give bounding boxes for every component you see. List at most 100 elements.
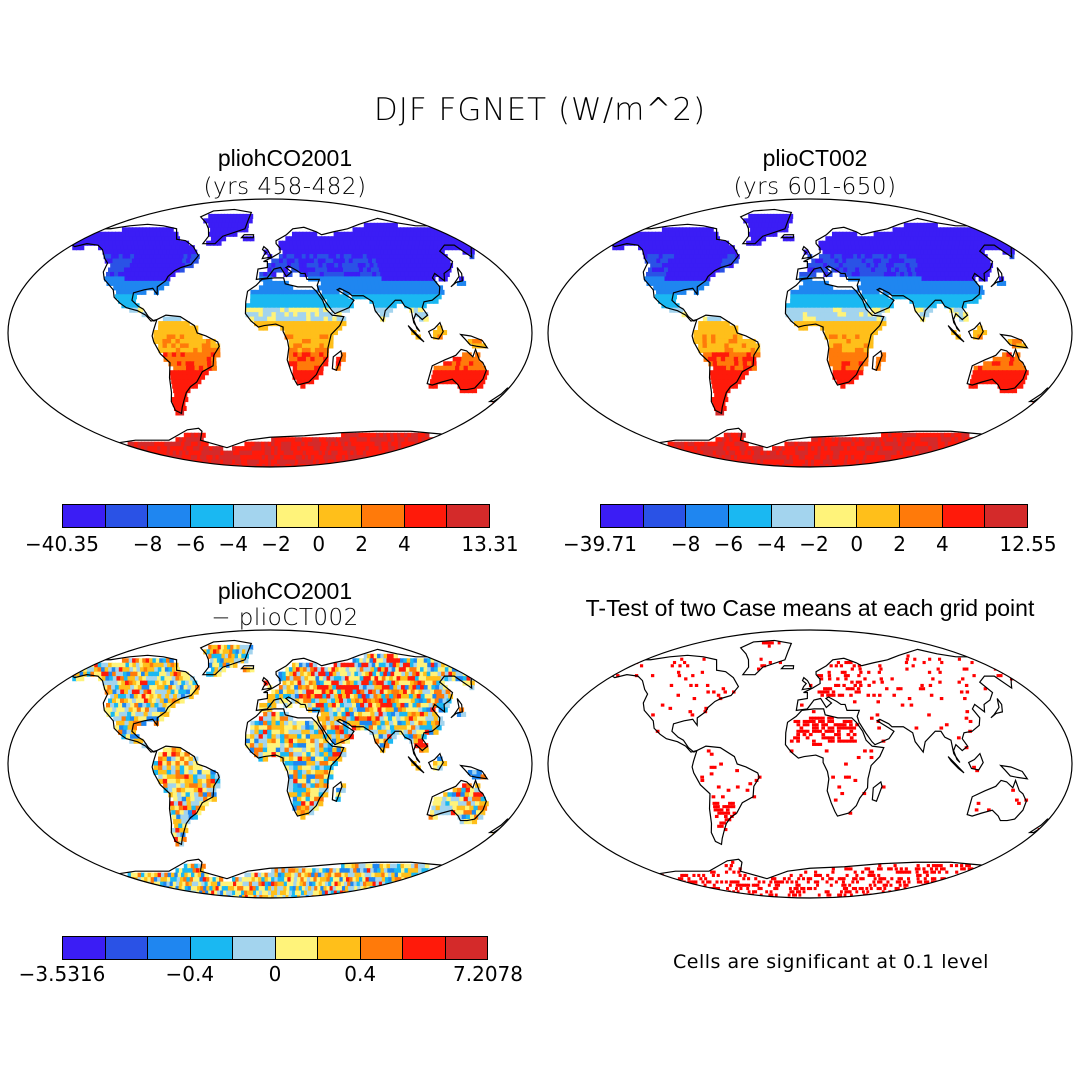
colorbar-tick-label: −4 <box>218 532 248 556</box>
coastline-eurasia <box>255 217 482 332</box>
colorbar-swatch <box>857 505 900 527</box>
colorbar-swatch <box>643 505 687 527</box>
colorbar-swatch <box>771 505 815 527</box>
coastline-samerica <box>151 314 220 415</box>
colorbar-swatch <box>942 505 986 527</box>
panel-3-title: pliohCO2001 <box>217 578 353 604</box>
colorbar-tick-label: −40.35 <box>24 532 100 556</box>
colorbar-tick-label: 0.4 <box>344 962 377 986</box>
coastline-newguinea <box>459 333 489 349</box>
map-panel-4 <box>547 629 1073 899</box>
coastline-britain <box>261 245 273 260</box>
colorbar-swatch <box>404 505 448 527</box>
colorbar-swatch <box>275 937 318 959</box>
panel-1-title: pliohCO2001 <box>217 145 353 171</box>
colorbar-swatch <box>319 505 362 527</box>
coastline-eurasia <box>795 648 1022 763</box>
colorbar-swatch <box>63 505 106 527</box>
coastline-australia <box>426 347 487 391</box>
colorbar-3 <box>62 936 488 960</box>
coastline-nz <box>487 387 514 403</box>
colorbar-tick-label: −8 <box>132 532 163 556</box>
colorbar-tick-label: 2 <box>355 532 368 556</box>
colorbar-tick-label: 0 <box>850 532 864 556</box>
map-panel-3 <box>7 629 533 899</box>
colorbar-swatch <box>899 505 943 527</box>
coastline-eurasia <box>795 217 1022 332</box>
panel-1-subtitle: (yrs 458-482) <box>203 174 367 200</box>
coastline-madagascar <box>871 349 883 371</box>
colorbar-swatch <box>191 505 234 527</box>
colorbar-swatch <box>63 937 106 959</box>
main-title: DJF FGNET (W/m^2) <box>373 92 707 128</box>
coastline-japan <box>990 267 1004 288</box>
colorbar-tick-label: −0.4 <box>165 962 215 986</box>
coastline-sumatra <box>407 756 425 774</box>
colorbar-tick-label: −2 <box>799 532 829 556</box>
coastline-africa <box>784 708 885 817</box>
coastline-samerica <box>151 745 220 846</box>
colorbar-swatch <box>447 505 490 527</box>
map-border <box>7 198 533 468</box>
colorbar-tick-label: −6 <box>175 532 206 556</box>
colorbar-tick-label: −8 <box>670 532 701 556</box>
colorbar-swatch <box>276 505 320 527</box>
colorbar-tick-label: −6 <box>713 532 744 556</box>
colorbar-swatch <box>360 937 403 959</box>
significance-note: Cells are significant at 0.1 level <box>673 951 989 973</box>
map-panel-2 <box>547 198 1073 468</box>
colorbar-tick-label: −4 <box>756 532 786 556</box>
coastline-nz <box>1027 387 1054 403</box>
coastline-borneo <box>967 752 984 771</box>
coastline-australia <box>426 778 487 822</box>
coastline-borneo <box>967 321 984 340</box>
coastline-africa <box>244 277 345 386</box>
coastline-namerica <box>69 223 200 322</box>
colorbar-swatch <box>361 505 405 527</box>
coastline-iceland <box>240 234 255 239</box>
colorbar-tick-label: 2 <box>893 532 906 556</box>
colorbar-swatch <box>601 505 644 527</box>
coastline-australia <box>966 347 1027 391</box>
colorbar-swatch <box>148 505 192 527</box>
coastline-britain <box>801 245 813 260</box>
coastline-africa <box>784 277 885 386</box>
coastline-greenland <box>199 208 253 245</box>
coastline-britain <box>261 676 273 691</box>
colorbar-swatch <box>105 937 148 959</box>
coastline-greenland <box>739 639 793 676</box>
coastline-sumatra <box>947 325 965 343</box>
coastline-madagascar <box>331 780 343 802</box>
panel-4-title: T-Test of two Case means at each grid po… <box>585 595 1035 621</box>
coastline-madagascar <box>331 349 343 371</box>
coastline-namerica <box>609 654 740 753</box>
colorbar-tick-label: 12.55 <box>999 532 1057 556</box>
panel-2-subtitle: (yrs 601-650) <box>733 174 897 200</box>
colorbar-swatch <box>105 505 149 527</box>
panel-2-title: plioCT002 <box>762 145 868 171</box>
colorbar-tick-label: 4 <box>398 532 411 556</box>
colorbar-swatch <box>233 505 277 527</box>
coastline-namerica <box>69 654 200 753</box>
coastline-japan <box>450 698 464 719</box>
colorbar-swatch <box>814 505 858 527</box>
coastline-greenland <box>199 639 253 676</box>
coastline-iceland <box>780 234 795 239</box>
colorbar-swatch <box>148 937 191 959</box>
coastline-sumatra <box>947 756 965 774</box>
coastline-namerica <box>609 223 740 322</box>
coastline-newguinea <box>999 333 1029 349</box>
colorbar-swatch <box>318 937 361 959</box>
coastline-iceland <box>240 665 255 670</box>
coastline-britain <box>801 676 813 691</box>
coastline-eurasia <box>255 648 482 763</box>
map-border <box>7 629 533 899</box>
coastline-iceland <box>780 665 795 670</box>
coastline-sumatra <box>407 325 425 343</box>
coastline-newguinea <box>999 764 1029 780</box>
colorbar-tick-label: 13.31 <box>461 532 519 556</box>
coastline-borneo <box>427 752 444 771</box>
coastline-newguinea <box>459 764 489 780</box>
colorbar-tick-label: −3.5316 <box>18 962 106 986</box>
colorbar-swatch <box>233 937 276 959</box>
